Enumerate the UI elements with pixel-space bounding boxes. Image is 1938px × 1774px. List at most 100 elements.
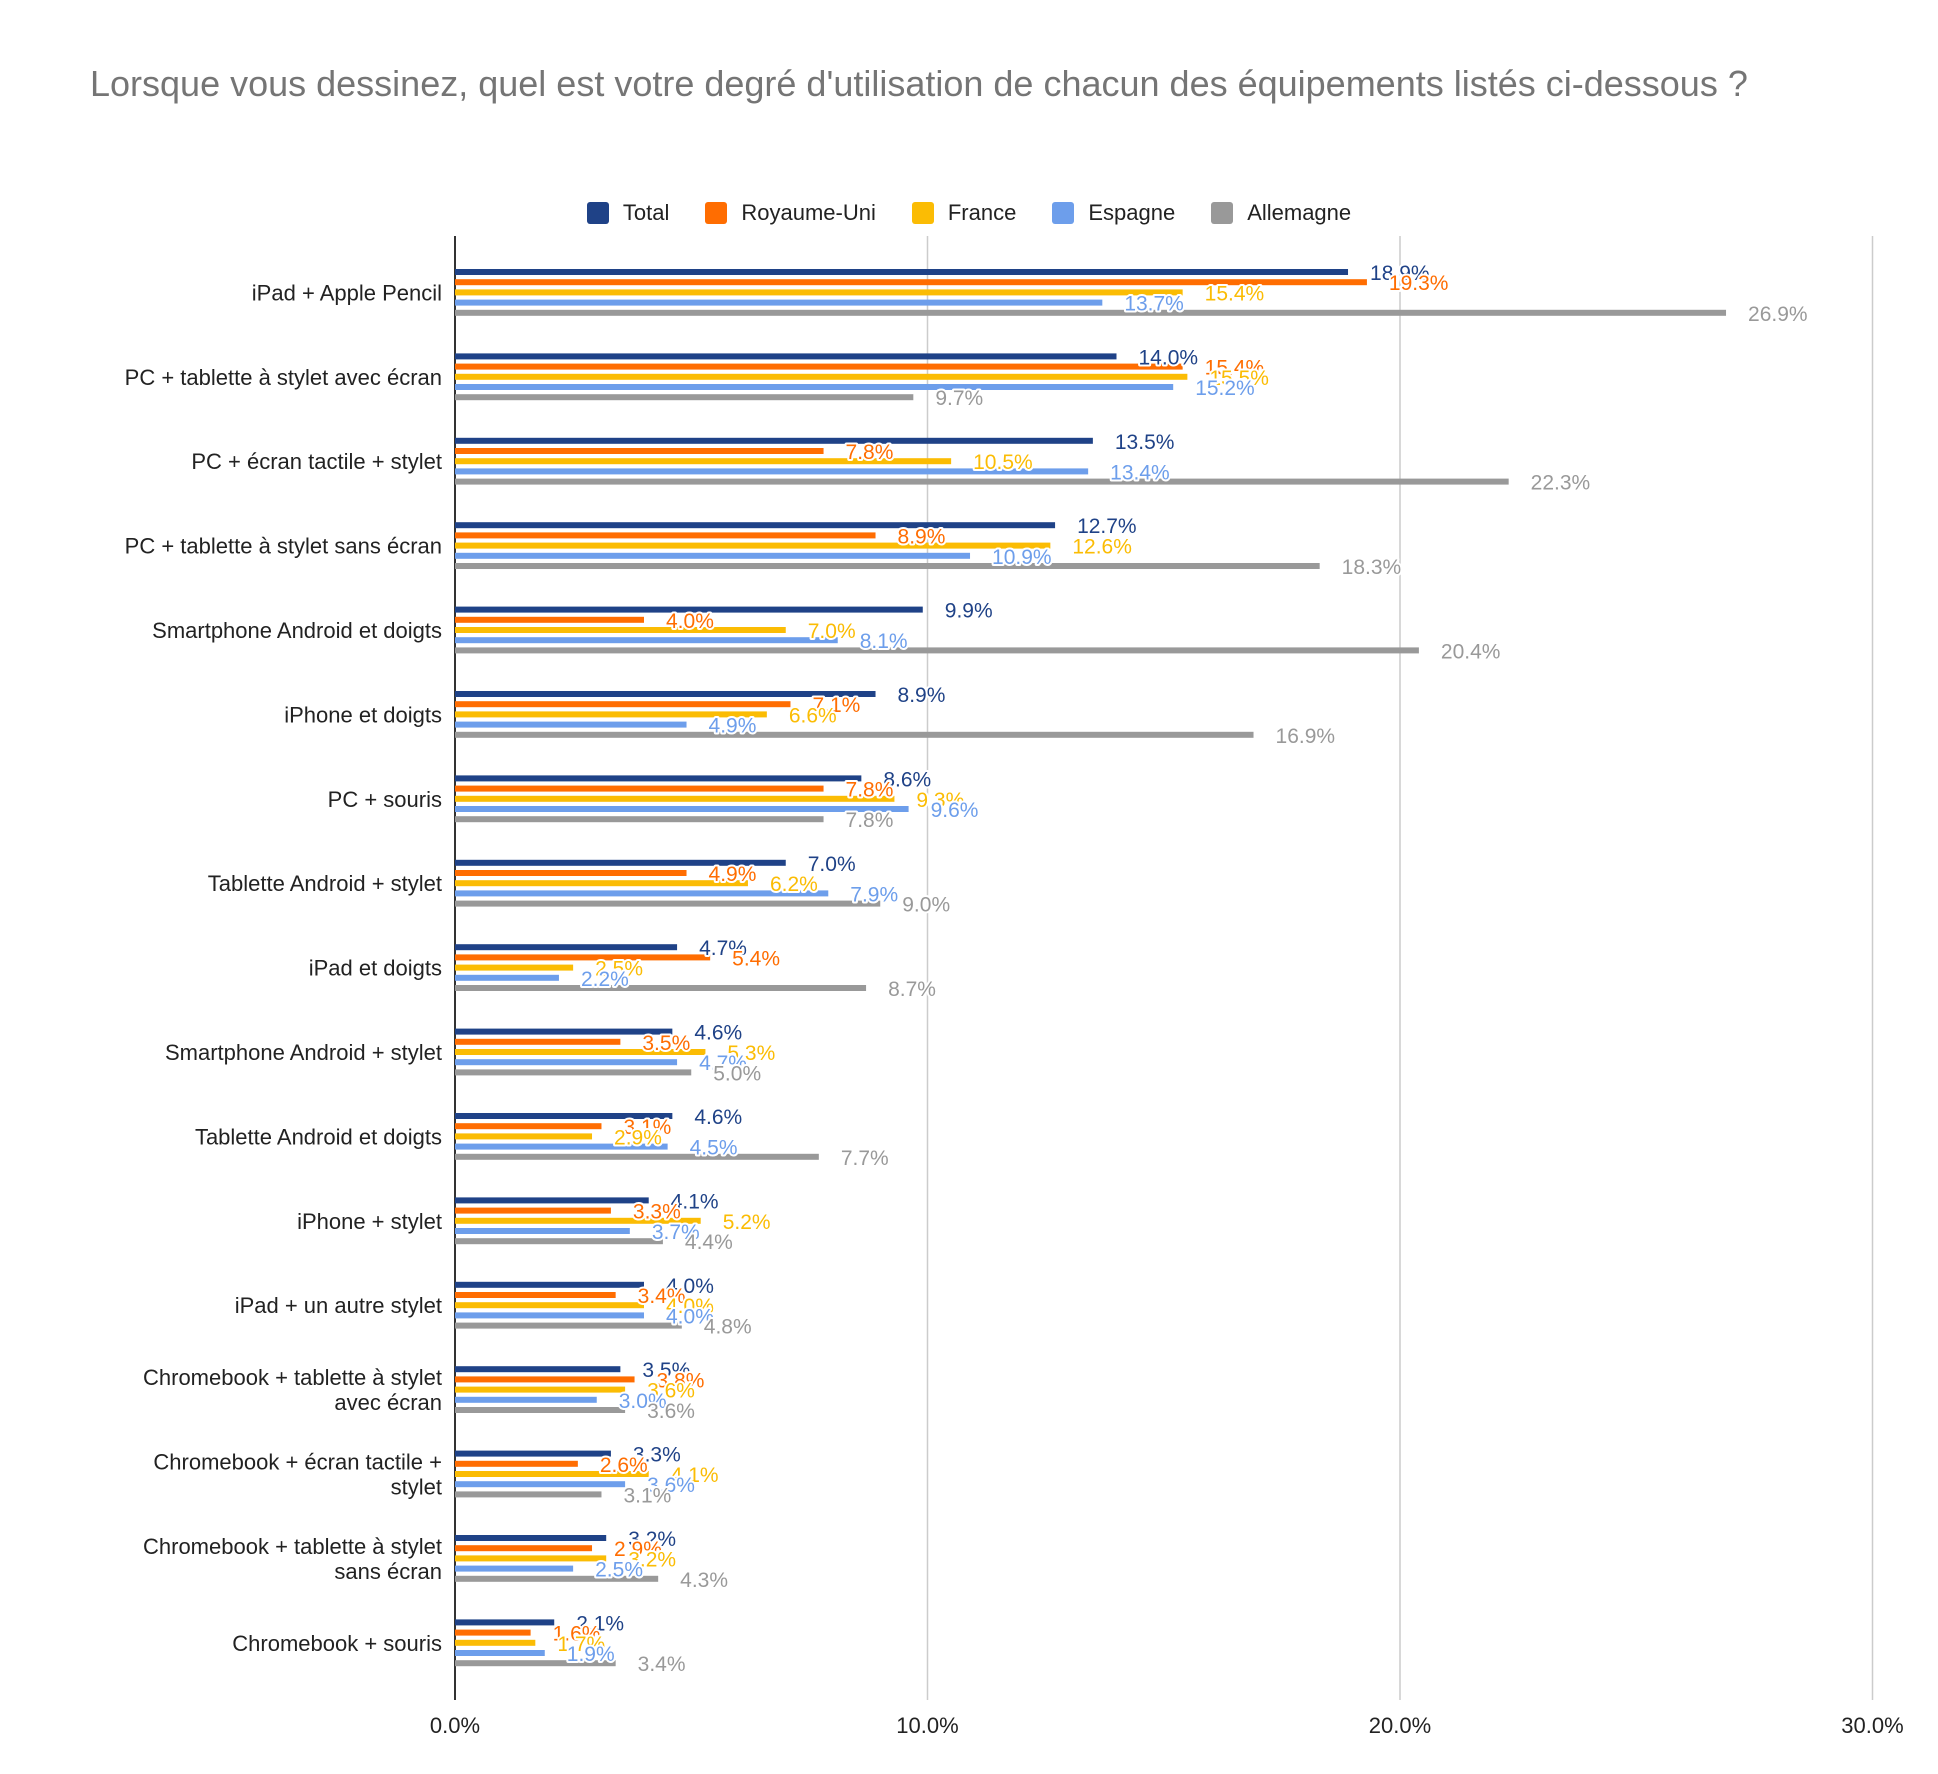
category-label: Chromebook + écran tactile + <box>153 1450 442 1475</box>
data-label: 4.0% <box>666 610 714 633</box>
legend-label-espagne: Espagne <box>1088 200 1176 225</box>
data-label: 13.7% <box>1124 293 1184 316</box>
bar <box>455 859 786 866</box>
bar <box>455 309 1727 316</box>
data-label: 5.3% <box>727 1042 775 1065</box>
data-label: 3.3% <box>633 1201 681 1224</box>
bar <box>455 384 1174 390</box>
data-label: 4.0% <box>666 1295 714 1318</box>
bar <box>455 563 1320 569</box>
bar <box>455 1565 574 1572</box>
data-label: 7.8% <box>846 779 894 802</box>
data-label: 3.0% <box>619 1390 667 1413</box>
data-label: 4.0% <box>666 1305 714 1328</box>
bar <box>455 279 1367 286</box>
data-label: 1.7% <box>557 1633 605 1656</box>
data-label: 18.9% <box>1370 262 1430 285</box>
data-label: 4.6% <box>694 1106 742 1129</box>
data-label: 19.3% <box>1389 272 1449 295</box>
data-label: 7.0% <box>808 620 856 643</box>
bar <box>455 363 1183 370</box>
data-label: 3.2% <box>628 1548 676 1571</box>
bar <box>455 964 574 971</box>
x-tick-label: 10.0% <box>896 1713 958 1738</box>
bar <box>455 552 971 559</box>
data-label: 18.3% <box>1342 556 1402 579</box>
data-label: 6.2% <box>770 873 818 896</box>
bar <box>455 394 914 401</box>
legend-item-allemagne[interactable]: Allemagne <box>1211 200 1351 226</box>
legend-label-france: France <box>947 200 1017 225</box>
bar <box>455 1197 649 1204</box>
data-label: 15.4% <box>1205 282 1265 305</box>
x-tick-label: 30.0% <box>1841 1713 1903 1738</box>
data-label: 8.6% <box>883 768 931 791</box>
bar <box>455 1069 692 1076</box>
category-label: PC + tablette à stylet avec écran <box>125 365 442 390</box>
bar <box>455 890 829 897</box>
bar <box>455 816 824 823</box>
data-label: 12.7% <box>1077 515 1137 538</box>
data-label: 7.0% <box>808 853 856 876</box>
legend-item-france[interactable]: France <box>911 200 1017 226</box>
bar <box>455 353 1117 360</box>
data-label: 3.3% <box>633 1444 681 1467</box>
data-label: 3.8% <box>657 1369 705 1392</box>
category-label: Smartphone Android et doigts <box>152 618 442 643</box>
data-label: 2.9% <box>614 1538 662 1561</box>
bar <box>455 437 1093 444</box>
bar <box>455 1407 626 1413</box>
bar <box>455 731 1254 738</box>
bar <box>455 299 1103 306</box>
legend-label-royaume-uni: Royaume-Uni <box>741 200 876 225</box>
bar <box>455 721 687 728</box>
bar <box>455 1619 555 1626</box>
data-label: 4.3% <box>680 1569 728 1592</box>
data-label: 15.4% <box>1205 357 1265 380</box>
bar <box>455 1238 663 1245</box>
data-label: 8.1% <box>860 630 908 653</box>
legend-swatch-allemagne <box>1211 202 1234 224</box>
data-label: 4.1% <box>671 1190 719 1213</box>
data-label: 3.4% <box>638 1653 686 1676</box>
legend-label-total: Total <box>622 200 670 225</box>
legend-item-total[interactable]: Total <box>586 200 670 226</box>
legend-item-royaume-uni[interactable]: Royaume-Uni <box>705 200 876 226</box>
bar <box>455 1113 673 1119</box>
category-label: PC + écran tactile + stylet <box>191 449 442 474</box>
bar <box>455 1217 701 1224</box>
data-label: 10.9% <box>992 546 1052 569</box>
data-label: 15.2% <box>1195 377 1255 400</box>
data-label: 3.2% <box>628 1528 676 1551</box>
data-label: 7.8% <box>846 809 894 832</box>
data-label: 8.7% <box>888 978 936 1001</box>
data-label: 1.6% <box>553 1623 601 1646</box>
bar <box>455 1660 616 1667</box>
bar <box>455 1366 621 1373</box>
bar <box>455 1228 630 1234</box>
data-label: 2.9% <box>614 1126 662 1149</box>
bar <box>455 691 876 697</box>
bar <box>455 269 1349 275</box>
data-label: 5.0% <box>713 1062 761 1085</box>
bar <box>455 468 1089 475</box>
data-label: 9.9% <box>945 600 993 623</box>
bar <box>455 1153 819 1160</box>
bar <box>455 1650 545 1656</box>
category-label: PC + souris <box>328 787 442 812</box>
bar <box>455 1143 668 1150</box>
data-label: 15.5% <box>1209 367 1269 390</box>
category-label: iPad et doigts <box>309 956 442 981</box>
bar <box>455 1038 621 1045</box>
data-label: 4.9% <box>709 715 757 738</box>
data-label: 2.5% <box>595 1559 643 1582</box>
data-label: 2.5% <box>595 958 643 981</box>
data-label: 3.7% <box>652 1221 700 1244</box>
bar <box>455 1281 644 1288</box>
category-label: Smartphone Android + stylet <box>165 1040 442 1065</box>
legend-item-espagne[interactable]: Espagne <box>1052 200 1175 226</box>
data-label: 9.0% <box>902 894 950 917</box>
bar <box>455 1123 602 1130</box>
legend-swatch-royaume-uni <box>705 202 728 224</box>
